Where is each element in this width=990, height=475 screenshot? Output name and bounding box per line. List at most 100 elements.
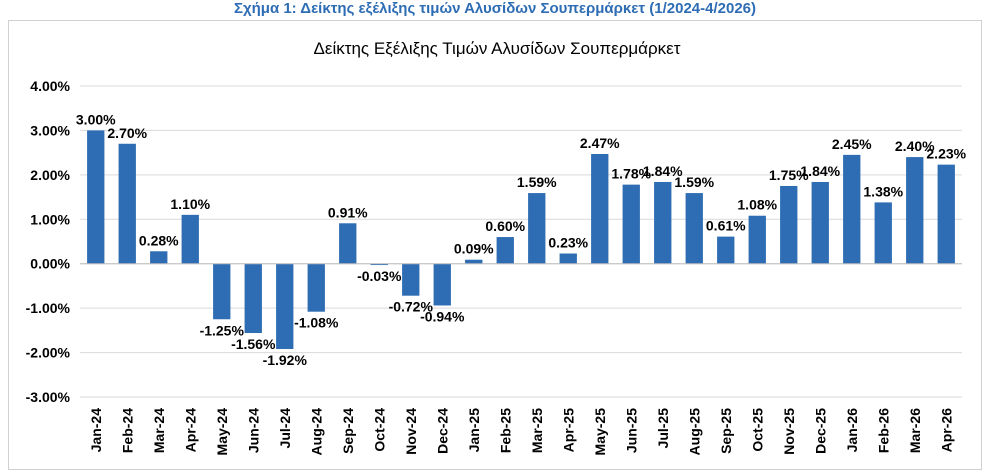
x-axis-ticks: Jan-24 Feb-24 Mar-24 Apr-24 May-24 Jun-24 Jul-…: [88, 408, 955, 456]
x-tick-label: Apr-25: [560, 408, 576, 453]
data-label: 1.08%: [737, 197, 777, 213]
x-tick-label: Jun-24: [245, 408, 261, 453]
bar-nov-24: [402, 263, 420, 296]
x-tick-label: Feb-24: [119, 408, 135, 453]
data-label: 1.38%: [863, 183, 903, 199]
bar-may-25: [591, 153, 609, 264]
bar-mar-25: [528, 193, 546, 264]
data-label: 2.23%: [926, 146, 966, 162]
y-tick-label: 3.00%: [30, 122, 70, 138]
bar-sep-25: [717, 236, 735, 264]
chart-title: Δείκτης Εξέλιξης Τιμών Αλυσίδων Σουπερμά…: [314, 39, 681, 58]
figure-caption: Σχήμα 1: Δείκτης εξέλιξης τιμών Αλυσίδων…: [233, 0, 757, 17]
x-tick-label: May-25: [592, 408, 608, 456]
y-tick-label: -2.00%: [26, 345, 71, 361]
data-label: 1.78%: [611, 166, 651, 182]
x-tick-label: Sep-25: [718, 408, 734, 454]
data-label: 1.10%: [170, 196, 210, 212]
data-label: -0.94%: [420, 308, 465, 324]
bar-feb-26: [874, 202, 892, 264]
bar-apr-25: [559, 253, 577, 264]
bar-jun-24: [244, 263, 262, 334]
data-label: 3.00%: [76, 111, 116, 127]
bar-aug-25: [685, 193, 703, 264]
bar-oct-25: [748, 215, 766, 264]
x-tick-label: Nov-25: [781, 408, 797, 455]
x-tick-label: Feb-26: [875, 408, 891, 453]
x-tick-label: Nov-24: [403, 408, 419, 455]
bar-jul-24: [276, 263, 294, 350]
x-tick-label: Dec-24: [434, 408, 450, 454]
bar-aug-24: [307, 263, 325, 312]
data-label: 2.70%: [107, 125, 147, 141]
x-tick-label: Jul-25: [655, 408, 671, 449]
x-tick-label: Jan-25: [466, 408, 482, 453]
y-tick-label: -3.00%: [26, 389, 71, 405]
bar-dec-25: [811, 181, 829, 264]
bar-jan-25: [465, 259, 483, 264]
x-tick-label: Feb-25: [497, 408, 513, 453]
x-tick-label: Jan-26: [844, 408, 860, 453]
bar-jan-24: [87, 130, 105, 264]
data-label: -1.08%: [294, 315, 339, 331]
x-tick-label: Mar-25: [529, 408, 545, 453]
bar-oct-24: [370, 263, 388, 266]
bar-mar-26: [906, 157, 924, 264]
bar-dec-24: [433, 263, 451, 306]
data-label: 0.23%: [548, 234, 588, 250]
x-tick-label: Apr-24: [182, 408, 198, 453]
x-tick-label: Aug-25: [686, 408, 702, 456]
y-tick-label: 2.00%: [30, 167, 70, 183]
data-label: 0.60%: [485, 218, 525, 234]
x-tick-label: Oct-24: [371, 408, 387, 452]
y-axis-ticks: 4.00% 3.00% 2.00% 1.00% 0.00% -1.00% -2.00% -3.…: [26, 78, 71, 405]
bar-apr-24: [181, 214, 199, 264]
bar-may-24: [213, 263, 231, 320]
x-tick-label: Oct-25: [749, 408, 765, 452]
y-tick-label: 0.00%: [30, 256, 70, 272]
y-tick-label: 4.00%: [30, 78, 70, 94]
data-label: 0.61%: [706, 218, 746, 234]
y-tick-label: 1.00%: [30, 211, 70, 227]
data-label: -0.72%: [389, 299, 434, 315]
data-labels: 3.00%2.70% 0.28% 1.10% -1.25%-1.56%-1.92% -1…: [76, 111, 967, 368]
gridlines: [80, 85, 962, 398]
x-tick-label: Jun-25: [623, 408, 639, 453]
data-label: 1.84%: [643, 163, 683, 179]
x-tick-label: Apr-26: [938, 408, 954, 453]
data-label: 2.40%: [895, 138, 935, 154]
bar-feb-24: [118, 143, 136, 264]
bar-mar-24: [150, 251, 168, 264]
bars: [87, 130, 955, 350]
bar-jun-25: [622, 184, 640, 264]
x-tick-label: Mar-26: [907, 408, 923, 453]
bar-jul-25: [654, 181, 672, 264]
x-tick-label: Jan-24: [88, 408, 104, 453]
data-label: 2.47%: [580, 135, 620, 151]
bar-apr-26: [937, 164, 955, 264]
x-tick-label: May-24: [214, 408, 230, 456]
x-tick-label: Dec-25: [812, 408, 828, 454]
bar-jan-26: [843, 154, 861, 264]
bar-sep-24: [339, 223, 357, 264]
x-tick-label: Mar-24: [151, 408, 167, 453]
data-label: -1.25%: [200, 322, 245, 338]
bar-feb-25: [496, 237, 514, 264]
data-label: -1.56%: [231, 336, 276, 352]
x-tick-label: Sep-24: [340, 408, 356, 454]
bar-nov-25: [780, 185, 798, 264]
data-label: -1.92%: [263, 352, 308, 368]
data-label: 0.09%: [454, 241, 494, 257]
data-label: 0.28%: [139, 232, 179, 248]
data-label: 1.59%: [517, 174, 557, 190]
x-tick-label: Aug-24: [308, 408, 324, 456]
data-label: 1.75%: [769, 167, 809, 183]
data-label: 1.84%: [800, 163, 840, 179]
data-label: 0.91%: [328, 204, 368, 220]
y-tick-label: -1.00%: [26, 300, 71, 316]
x-tick-label: Jul-24: [277, 408, 293, 449]
data-label: 2.45%: [832, 136, 872, 152]
data-label: 1.59%: [674, 174, 714, 190]
data-label: -0.03%: [357, 268, 402, 284]
